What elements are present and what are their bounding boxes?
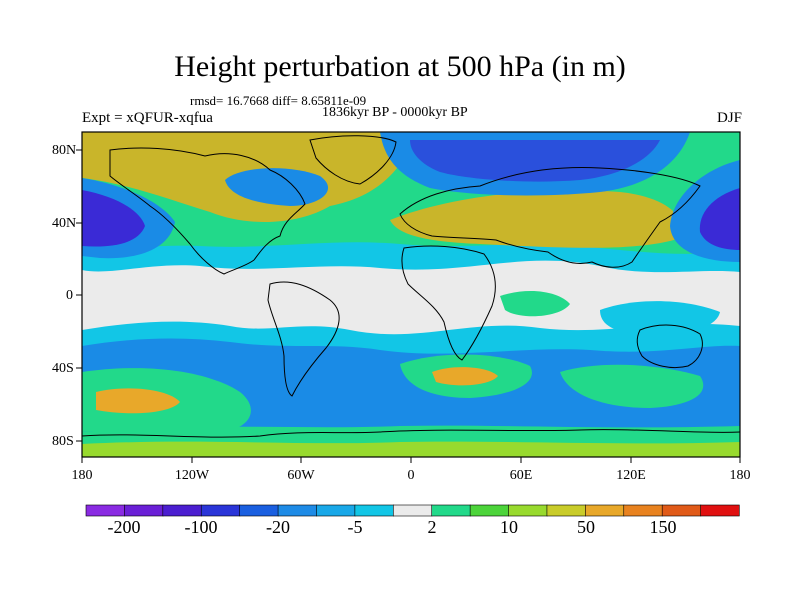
lon-label-120e: 120E — [616, 468, 646, 483]
stats-line: rmsd= 16.7668 diff= 8.65811e-09 — [190, 93, 367, 108]
field-indian-blue — [600, 301, 720, 335]
lat-label-80n: 80N — [52, 143, 77, 158]
lon-label-120w: 120W — [174, 468, 210, 483]
colorbar-swatch — [392, 504, 433, 517]
map-title: Height perturbation at 500 hPa (in m) — [174, 50, 626, 83]
colorbar-swatch — [239, 504, 279, 517]
coast-australia — [636, 324, 703, 369]
field-west-pacific-darkblue — [699, 188, 740, 250]
colorbar-swatch — [623, 504, 663, 517]
colorbar-label-m100: -100 — [184, 517, 218, 537]
colorbar-swatch — [469, 504, 510, 517]
lon-label-60e: 60E — [509, 468, 533, 483]
colorbar-swatch — [316, 504, 356, 517]
field-arctic-darkblue — [410, 140, 660, 182]
colorbar-label-50: 50 — [577, 517, 595, 537]
lon-label-0: 0 — [407, 468, 415, 483]
season-label: DJF — [716, 110, 742, 126]
map-ticks — [76, 149, 741, 463]
colorbar-swatch — [700, 504, 740, 517]
coast-south-america — [267, 281, 340, 397]
coastlines — [82, 135, 740, 438]
colorbar — [85, 504, 740, 517]
colorbar-swatch — [354, 504, 394, 517]
lon-label-60w: 60W — [287, 468, 315, 483]
colorbar-swatch — [585, 504, 625, 517]
colorbar-label-m5: -5 — [347, 517, 363, 537]
field-south-atlantic-orange — [432, 367, 498, 386]
field-tropical-green — [500, 290, 570, 317]
colorbar-swatch — [124, 504, 164, 517]
experiment-label: Expt = xQFUR-xqfua — [82, 110, 213, 126]
lat-label-0: 0 — [66, 288, 73, 303]
colorbar-label-m200: -200 — [107, 517, 141, 537]
field-canada-blue — [225, 168, 329, 206]
contour-field — [82, 132, 740, 457]
colorbar-swatch — [277, 504, 318, 517]
colorbar-label-10: 10 — [500, 517, 518, 537]
period-label: 1836kyr BP - 0000kyr BP — [322, 105, 468, 120]
colorbar-label-m20: -20 — [266, 517, 290, 537]
colorbar-swatch — [508, 504, 548, 517]
lat-label-40n: 40N — [52, 216, 77, 231]
field-eurasia-olive — [390, 190, 682, 248]
colorbar-swatch — [162, 504, 202, 517]
lon-label-180w: 180 — [71, 468, 93, 483]
colorbar-swatch — [85, 504, 126, 517]
coast-antarctica — [82, 429, 740, 438]
colorbar-swatch — [546, 504, 586, 517]
colorbar-label-2: 2 — [427, 517, 437, 537]
coast-eurasia — [399, 167, 701, 268]
field-pacific-darkblue — [82, 190, 145, 247]
colorbar-swatch — [200, 504, 241, 517]
lat-label-40s: 40S — [52, 361, 74, 376]
lon-label-180e: 180 — [729, 468, 751, 483]
coast-north-america — [109, 147, 306, 275]
field-antarctic-yellow — [82, 441, 740, 457]
lat-label-80s: 80S — [52, 434, 74, 449]
field-south-indian-green — [560, 364, 704, 408]
colorbar-label-150: 150 — [649, 517, 677, 537]
colorbar-swatch — [661, 504, 702, 517]
coast-africa — [401, 245, 496, 361]
field-south-pacific-orange — [96, 388, 180, 414]
colorbar-swatch — [431, 504, 471, 517]
coast-greenland — [309, 135, 397, 185]
